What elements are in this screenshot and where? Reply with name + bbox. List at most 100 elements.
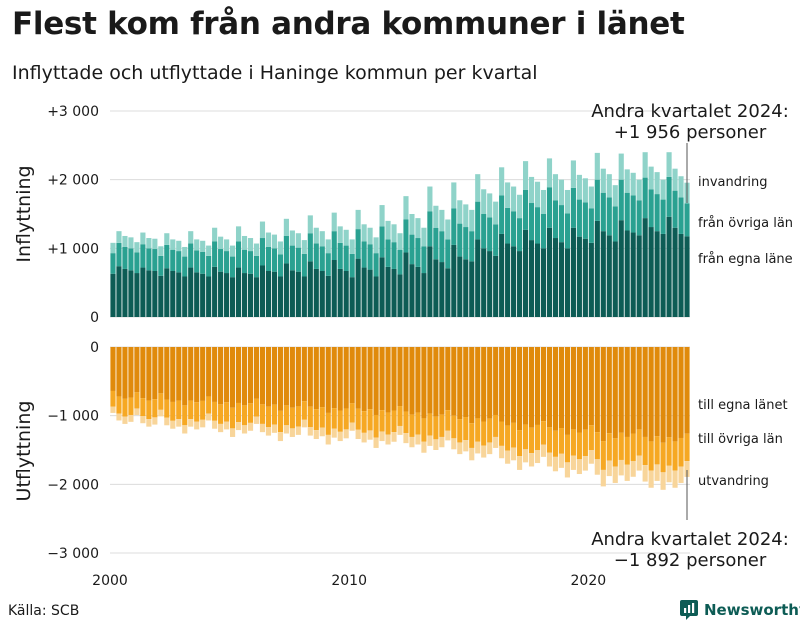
- bar-out-other: [415, 412, 421, 435]
- bar-in-abroad: [170, 239, 176, 250]
- bar-in-other: [343, 245, 349, 271]
- bar-out-other: [439, 414, 445, 437]
- bar-out-own: [427, 347, 433, 414]
- bar-out-own: [170, 347, 176, 402]
- bar-in-own: [433, 259, 439, 317]
- bar-in-own: [457, 256, 463, 317]
- bar-in-abroad: [367, 227, 373, 245]
- bar-in-own: [253, 277, 260, 317]
- bar-out-abroad: [271, 424, 278, 433]
- bar-out-abroad: [259, 423, 266, 433]
- bar-in-abroad: [134, 242, 140, 253]
- bar-in-abroad: [469, 209, 475, 232]
- bar-in-abroad: [265, 232, 272, 247]
- bar-out-abroad: [499, 445, 505, 459]
- y-axis-title-bottom: Utflyttning: [13, 401, 35, 502]
- bar-in-own: [379, 257, 385, 317]
- bar-out-abroad: [517, 456, 523, 470]
- bar-out-other: [230, 407, 236, 429]
- bar-in-own: [218, 271, 224, 317]
- bar-in-other: [517, 218, 523, 252]
- y-axis-title-top: Inflyttning: [13, 165, 35, 262]
- bar-out-other: [517, 430, 523, 457]
- bar-in-own: [158, 275, 164, 317]
- bar-out-abroad: [337, 431, 343, 442]
- bar-in-other: [224, 251, 230, 274]
- bar-in-other: [182, 256, 188, 277]
- bar-in-own: [469, 261, 475, 317]
- bar-in-abroad: [624, 169, 630, 193]
- bar-out-own: [271, 347, 278, 405]
- bar-in-own: [259, 265, 266, 317]
- bar-out-abroad: [642, 465, 648, 482]
- bar-out-own: [319, 347, 325, 408]
- bar-in-abroad: [415, 218, 421, 239]
- bar-in-other: [487, 217, 493, 252]
- bar-out-own: [558, 347, 565, 429]
- bar-in-other: [152, 249, 158, 271]
- bar-out-abroad: [170, 420, 176, 429]
- bar-out-own: [259, 347, 266, 405]
- bar-in-other: [259, 238, 266, 266]
- bar-out-other: [122, 398, 128, 417]
- bar-out-other: [385, 412, 391, 435]
- bar-out-abroad: [331, 428, 337, 438]
- bar-out-own: [247, 347, 254, 404]
- bar-in-other: [307, 233, 313, 262]
- bar-in-own: [678, 233, 684, 317]
- bar-out-own: [522, 347, 529, 425]
- bar-in-other: [164, 244, 170, 269]
- bar-in-abroad: [588, 186, 594, 209]
- bar-in-own: [289, 270, 295, 317]
- bar-in-other: [505, 207, 511, 244]
- bar-out-other: [110, 390, 116, 407]
- bar-in-other: [678, 197, 684, 234]
- bar-in-abroad: [594, 152, 600, 180]
- bar-in-own: [361, 267, 367, 317]
- bar-in-abroad: [499, 167, 505, 196]
- bar-in-other: [648, 189, 654, 228]
- bar-in-abroad: [373, 237, 379, 254]
- bar-out-own: [122, 347, 128, 399]
- bar-in-own: [116, 266, 122, 317]
- bar-in-abroad: [558, 179, 565, 206]
- bar-in-own: [235, 267, 242, 317]
- bar-in-other: [325, 253, 331, 276]
- bar-in-abroad: [654, 172, 660, 195]
- bar-in-other: [463, 227, 469, 260]
- bar-out-other: [206, 396, 212, 414]
- bar-out-abroad: [505, 450, 511, 464]
- bar-out-other: [152, 399, 158, 418]
- bar-out-other: [218, 404, 224, 424]
- bar-in-abroad: [445, 219, 451, 240]
- source-note: Källa: SCB: [8, 603, 80, 619]
- bar-in-abroad: [540, 189, 547, 214]
- bar-in-own: [140, 267, 146, 317]
- bar-in-other: [235, 241, 242, 268]
- bar-out-own: [224, 347, 230, 403]
- bar-out-other: [546, 427, 553, 453]
- bar-out-own: [325, 347, 331, 413]
- bar-out-own: [534, 347, 541, 425]
- bar-out-abroad: [176, 419, 182, 427]
- bar-out-abroad: [445, 430, 451, 441]
- bar-in-other: [594, 179, 600, 221]
- bar-out-abroad: [349, 422, 355, 431]
- bar-in-own: [487, 251, 493, 317]
- bar-in-abroad: [361, 224, 367, 242]
- bar-out-other: [116, 396, 122, 414]
- bar-in-abroad: [427, 186, 433, 212]
- bar-out-other: [259, 404, 266, 424]
- brand-logo[interactable]: Newsworthy: [680, 600, 800, 620]
- bar-in-own: [319, 270, 325, 317]
- bar-in-other: [134, 252, 140, 274]
- bar-out-own: [528, 347, 535, 428]
- bar-out-other: [654, 436, 660, 465]
- bar-in-abroad: [505, 182, 511, 208]
- bar-in-own: [654, 231, 660, 317]
- bar-in-own: [505, 243, 511, 317]
- bar-in-abroad: [546, 158, 553, 188]
- bar-in-other: [636, 200, 642, 236]
- bar-out-abroad: [235, 422, 242, 431]
- bar-out-abroad: [140, 416, 146, 424]
